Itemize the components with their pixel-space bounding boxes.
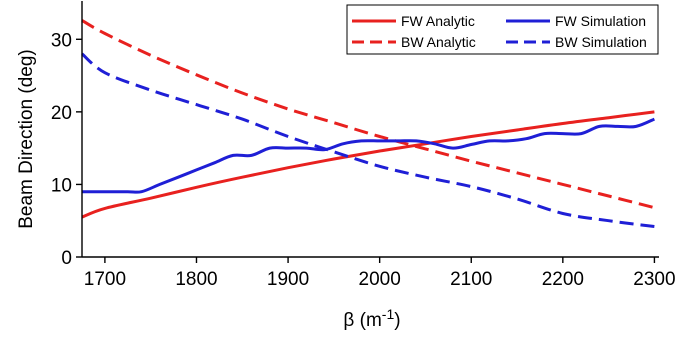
x-tick-label: 2200 [542,269,584,290]
legend-label: BW Analytic [401,34,476,50]
y-tick-label: 20 [51,103,72,124]
y-tick-label: 30 [51,30,72,51]
legend-box [346,4,659,55]
y-axis-label: Beam Direction (deg) [16,49,37,229]
x-tick-label: 2300 [633,269,675,290]
y-tick-label: 0 [61,248,72,269]
series-line-4 [81,52,655,228]
y-tick-label: 10 [51,175,72,196]
series-layer [81,19,655,228]
legend: FW Analytic FW Simulation BW Analytic BW Si… [346,4,659,55]
legend-label: FW Analytic [401,13,475,29]
legend-label: FW Simulation [555,13,646,29]
x-axis-label-exponent: -1 [382,306,395,322]
x-tick-label: 1800 [175,269,217,290]
x-tick-label: 1900 [267,269,309,290]
x-axis-label-close: ) [394,310,400,331]
x-tick-label: 2100 [450,269,492,290]
axes-layer: 0 10 20 30 1700 1800 1900 2000 2100 2200 2300 [51,1,676,290]
x-axis-label: β (m-1) [343,306,400,331]
series-line-3 [82,117,655,194]
x-tick-label: 1700 [84,269,126,290]
series-line-2 [81,19,655,210]
series-line-1 [81,110,655,219]
x-axis-label-unit: (m [354,310,381,331]
x-axis-label-symbol: β [343,310,354,331]
legend-label: BW Simulation [555,34,647,50]
x-tick-label: 2000 [359,269,401,290]
